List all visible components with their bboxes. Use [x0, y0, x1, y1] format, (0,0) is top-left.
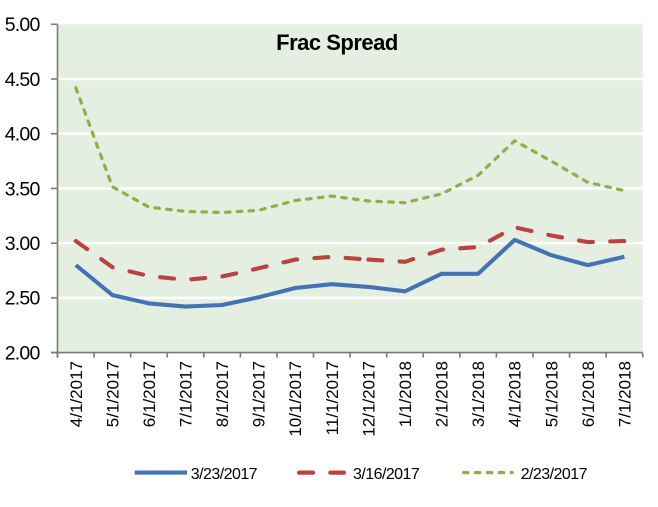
svg-text:5/1/2018: 5/1/2018 [542, 361, 561, 427]
svg-text:5/1/2017: 5/1/2017 [103, 361, 122, 427]
svg-text:4.50: 4.50 [5, 69, 41, 91]
svg-text:9/1/2017: 9/1/2017 [250, 361, 269, 427]
svg-text:1/1/2018: 1/1/2018 [396, 361, 415, 427]
svg-text:6/1/2017: 6/1/2017 [140, 361, 159, 427]
svg-text:3.50: 3.50 [5, 178, 41, 200]
svg-text:3.00: 3.00 [5, 233, 41, 255]
svg-text:4/1/2018: 4/1/2018 [506, 361, 525, 427]
svg-text:5.00: 5.00 [5, 14, 41, 36]
svg-text:2.00: 2.00 [5, 342, 41, 364]
svg-text:3/16/2017: 3/16/2017 [353, 466, 420, 483]
svg-text:3/23/2017: 3/23/2017 [191, 466, 258, 483]
svg-text:8/1/2017: 8/1/2017 [213, 361, 232, 427]
svg-text:4.00: 4.00 [5, 124, 41, 146]
svg-text:3/1/2018: 3/1/2018 [469, 361, 488, 427]
svg-text:7/1/2017: 7/1/2017 [177, 361, 196, 427]
svg-text:7/1/2018: 7/1/2018 [615, 361, 634, 427]
svg-text:6/1/2018: 6/1/2018 [579, 361, 598, 427]
svg-text:2/1/2018: 2/1/2018 [433, 361, 452, 427]
svg-text:Frac Spread: Frac Spread [276, 30, 398, 55]
svg-text:4/1/2017: 4/1/2017 [67, 361, 86, 427]
svg-text:12/1/2017: 12/1/2017 [359, 361, 378, 437]
svg-text:2/23/2017: 2/23/2017 [521, 466, 588, 483]
svg-text:11/1/2017: 11/1/2017 [323, 361, 342, 435]
svg-text:10/1/2017: 10/1/2017 [286, 361, 305, 437]
svg-text:2.50: 2.50 [5, 288, 41, 310]
